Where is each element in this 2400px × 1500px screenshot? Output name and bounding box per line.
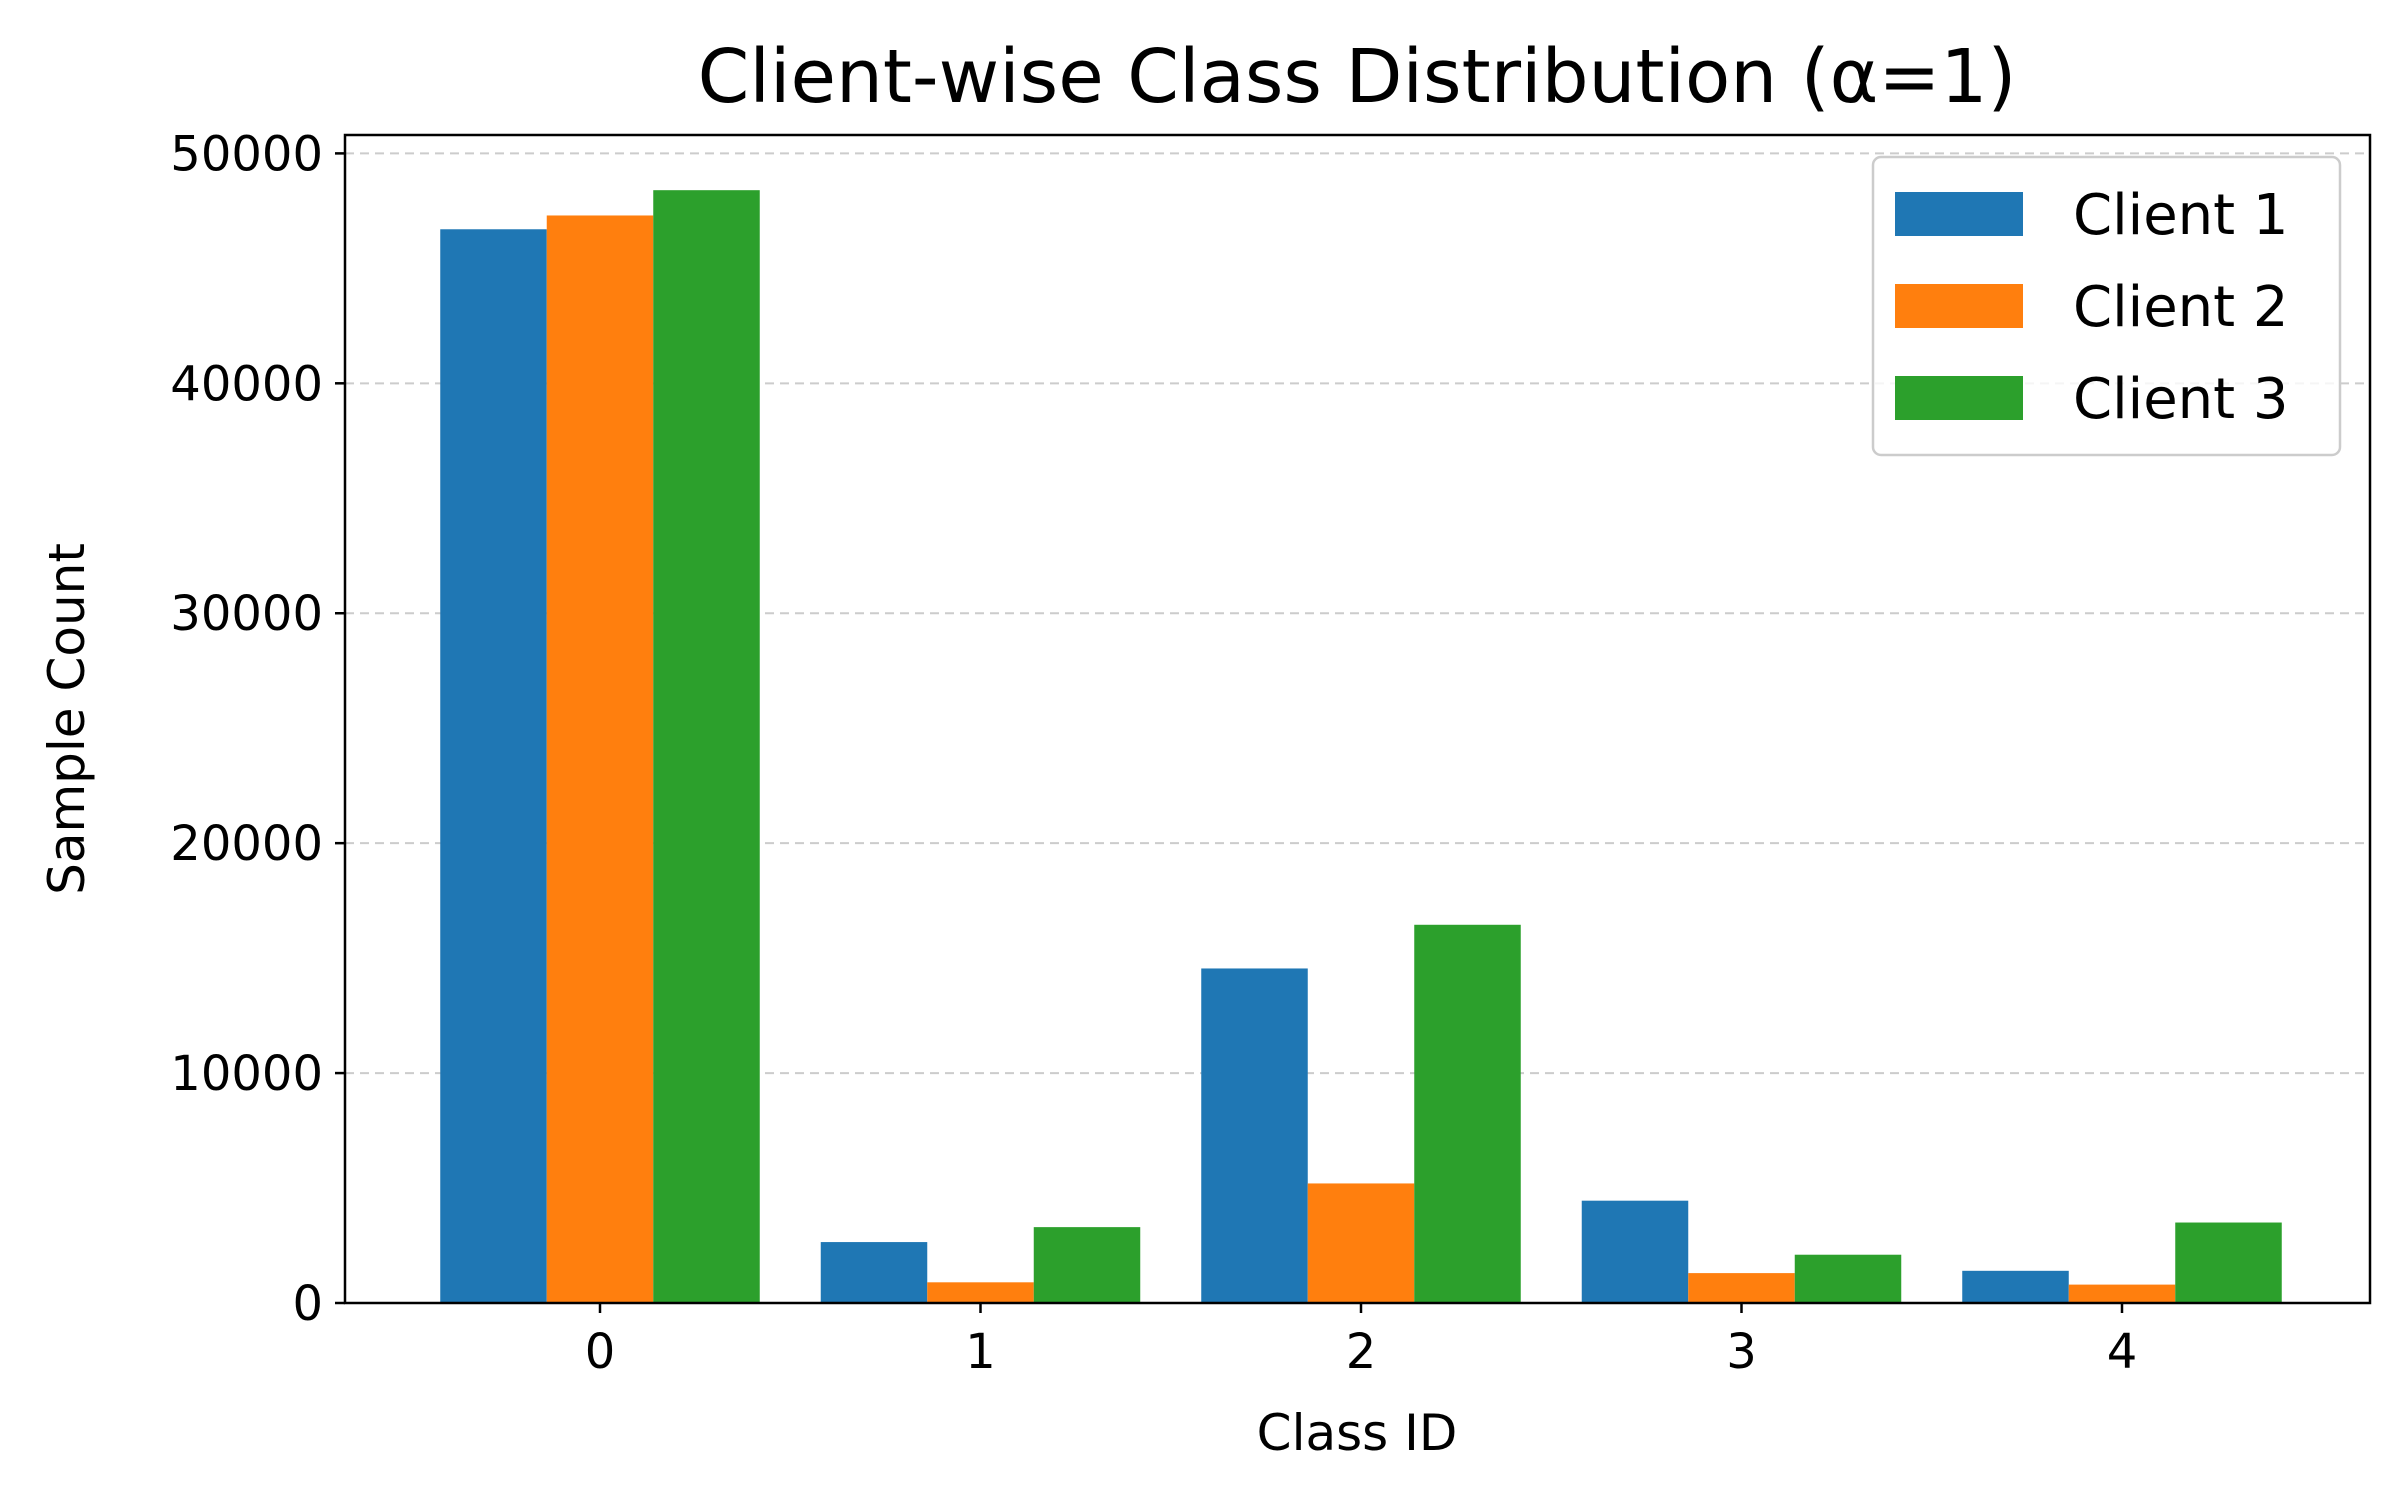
- bar-client3-class0: [653, 190, 760, 1303]
- bar-client1-class0: [440, 229, 547, 1304]
- x-tick-label-1: 1: [965, 1324, 996, 1380]
- bars: [440, 190, 2282, 1304]
- bar-client3-class2: [1414, 924, 1521, 1303]
- bar-client2-class3: [1688, 1273, 1795, 1303]
- y-tick-label-5: 50000: [170, 126, 323, 182]
- bar-client1-class2: [1201, 968, 1308, 1303]
- bar-client1-class3: [1581, 1200, 1689, 1303]
- bar-client3-class1: [1033, 1227, 1141, 1303]
- legend-swatch-client1: [1895, 192, 2023, 236]
- chart-title: Client-wise Class Distribution (α=1): [698, 34, 2017, 120]
- y-tick-label-2: 20000: [170, 816, 323, 872]
- y-axis-title: Sample Count: [38, 543, 96, 895]
- x-tick-label-0: 0: [585, 1324, 616, 1380]
- y-tick-label-1: 10000: [170, 1046, 323, 1102]
- y-axis-ticks: 0 10000 20000 30000 40000 50000: [170, 126, 345, 1332]
- y-tick-label-3: 30000: [170, 586, 323, 642]
- legend-label-client2: Client 2: [2073, 275, 2289, 340]
- x-tick-label-2: 2: [1346, 1324, 1377, 1380]
- x-axis-ticks: 0 1 2 3 4: [585, 1303, 2138, 1380]
- legend: Client 1 Client 2 Client 3: [1871, 155, 2342, 457]
- bar-client2-class0: [546, 215, 654, 1304]
- bar-client2-class1: [927, 1282, 1034, 1303]
- bar-client2-class2: [1307, 1183, 1415, 1303]
- x-tick-label-4: 4: [2107, 1324, 2138, 1380]
- legend-swatch-client2: [1895, 284, 2023, 328]
- bar-client1-class4: [1962, 1270, 2069, 1303]
- y-tick-label-0: 0: [292, 1276, 323, 1332]
- x-tick-label-3: 3: [1726, 1324, 1757, 1380]
- legend-label-client1: Client 1: [2073, 183, 2289, 248]
- bar-client2-class4: [2068, 1284, 2176, 1303]
- bar-client3-class3: [1794, 1254, 1902, 1303]
- x-axis-title: Class ID: [1257, 1404, 1458, 1462]
- y-tick-label-4: 40000: [170, 356, 323, 412]
- bar-client1-class1: [820, 1242, 928, 1303]
- plot-frame: [343, 133, 2372, 1305]
- legend-label-client3: Client 3: [2073, 367, 2289, 432]
- legend-swatch-client3: [1895, 376, 2023, 420]
- bar-client3-class4: [2175, 1222, 2282, 1303]
